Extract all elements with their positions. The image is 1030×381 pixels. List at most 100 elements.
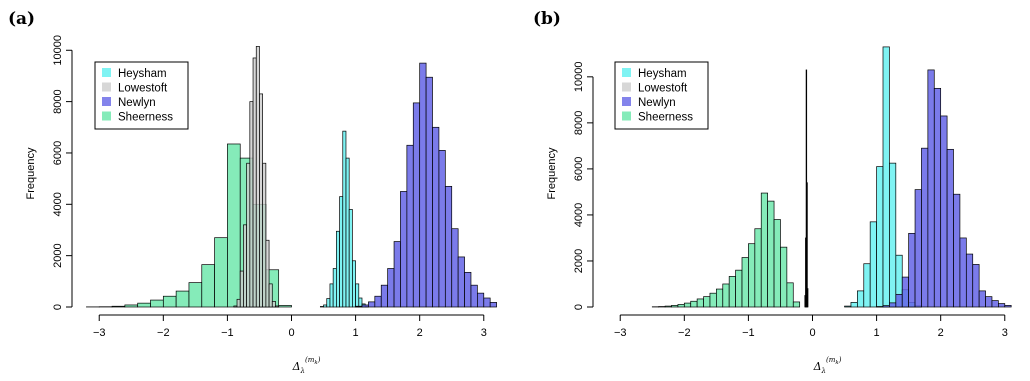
histogram-bar-sheerness <box>754 228 762 308</box>
histogram-bar-heysham <box>876 166 884 308</box>
y-tick-label: 6000 <box>52 141 64 165</box>
histogram-bar-sheerness <box>792 301 801 308</box>
x-tick-label: 3 <box>481 327 487 339</box>
legend-swatch <box>102 111 111 121</box>
histogram-bar-newlyn <box>895 293 903 308</box>
histogram-bar-sheerness <box>150 299 164 308</box>
histogram-bar-sheerness <box>278 305 292 308</box>
legend-swatch <box>622 97 631 106</box>
histogram-bar-heysham <box>319 306 324 308</box>
histogram-bar-newlyn <box>412 102 421 308</box>
x-axis: −3 −2 −1 0 1 2 3 <box>93 314 487 339</box>
histogram-bar-newlyn <box>965 253 974 308</box>
histogram-bar-heysham <box>358 297 363 308</box>
histogram-bar-heysham <box>329 283 334 308</box>
legend-label: Heysham <box>118 68 167 80</box>
x-tick-label: 3 <box>1002 327 1008 339</box>
histogram-bar-newlyn <box>901 276 909 308</box>
legend: Heysham Lowestoft Newlyn Sheerness <box>94 61 189 130</box>
y-axis: 0 2000 4000 6000 8000 10000 <box>573 62 594 310</box>
histogram-bar-heysham <box>323 304 328 308</box>
histogram-bar-lowestoft <box>239 270 244 308</box>
legend-label: Newlyn <box>118 97 156 109</box>
y-tick-label: 4000 <box>573 203 585 227</box>
histogram-bar-newlyn <box>978 290 986 308</box>
histogram-bar-heysham <box>352 260 356 308</box>
histogram-bar-sheerness <box>690 300 698 308</box>
histogram-bars <box>86 46 497 308</box>
y-tick-label: 8000 <box>52 89 64 113</box>
histogram-bar-sheerness <box>227 143 241 308</box>
legend-label: Lowestoft <box>638 83 688 95</box>
panel-a: (a) −3 −2 −1 0 1 2 3 Δλ(mk) 0 2000 4000 6000 8000 1000… <box>8 9 497 375</box>
y-tick-label: 0 <box>573 304 585 310</box>
histogram-bar-heysham <box>863 263 871 308</box>
x-axis: −3 −2 −1 0 1 2 3 <box>614 314 1008 339</box>
x-tick-label: −3 <box>614 327 627 339</box>
legend: Heysham Lowestoft Newlyn Sheerness <box>614 61 709 130</box>
histogram-bar-sheerness <box>124 304 139 308</box>
histogram-bar-sheerness <box>677 304 685 308</box>
legend-swatch <box>622 111 631 121</box>
histogram-bar-newlyn <box>432 126 440 308</box>
histogram-bar-newlyn <box>985 296 993 308</box>
histogram-bar-sheerness <box>760 192 768 308</box>
histogram-bar-newlyn <box>489 302 497 308</box>
histogram-bar-newlyn <box>959 237 967 308</box>
histogram-bar-newlyn <box>361 304 369 308</box>
x-axis-title: Δλ(mk) <box>813 356 842 375</box>
histogram-bar-sheerness <box>735 269 743 308</box>
histogram-bar-newlyn <box>914 189 922 308</box>
x-tick-label: 1 <box>353 327 359 339</box>
legend-swatch <box>102 68 111 77</box>
histogram-bar-lowestoft <box>243 224 247 308</box>
y-tick-label: 2000 <box>52 243 64 267</box>
histogram-bar-newlyn <box>457 256 465 308</box>
histogram-bar-heysham <box>339 196 344 308</box>
histogram-bar-lowestoft <box>259 93 264 308</box>
legend-swatch <box>622 82 631 92</box>
histogram-bar-sheerness <box>137 302 151 308</box>
histogram-bar-lowestoft <box>807 288 809 308</box>
x-tick-label: −1 <box>221 327 234 339</box>
histogram-bar-heysham <box>882 46 890 308</box>
panel-b: (b) −3 −2 −1 0 1 2 3 Δλ(mk) 0 2000 4000 6000 8000 1000… <box>533 9 1012 375</box>
histogram-bar-sheerness <box>728 276 736 308</box>
histogram-bar-newlyn <box>972 264 980 308</box>
y-tick-label: 2000 <box>573 249 585 273</box>
histogram-bar-newlyn <box>464 271 472 308</box>
histogram-bar-newlyn <box>483 297 491 308</box>
histogram-bar-lowestoft <box>236 298 241 308</box>
histogram-bar-heysham <box>857 290 865 308</box>
histogram-bar-lowestoft <box>271 301 276 308</box>
y-tick-label: 10000 <box>52 35 64 66</box>
histogram-bar-lowestoft <box>262 162 267 308</box>
histogram-bar-sheerness <box>767 200 775 308</box>
histogram-bar-newlyn <box>946 148 954 308</box>
histogram-bar-newlyn <box>927 69 935 308</box>
histogram-bar-lowestoft <box>252 57 257 308</box>
histogram-bar-newlyn <box>368 301 376 308</box>
x-tick-label: 2 <box>417 327 423 339</box>
histogram-bar-newlyn <box>400 191 408 308</box>
legend-swatch <box>102 97 111 106</box>
histogram-bar-heysham <box>869 221 877 308</box>
histogram-bar-heysham <box>355 283 360 308</box>
histogram-bar-newlyn <box>438 150 446 308</box>
histogram-bar-heysham <box>326 298 331 308</box>
x-tick-label: −2 <box>678 327 691 339</box>
histogram-bar-heysham <box>345 157 350 308</box>
y-axis: 0 2000 4000 6000 8000 10000 <box>52 35 73 310</box>
legend-swatch <box>622 68 631 77</box>
histogram-bar-newlyn <box>355 305 363 308</box>
panel-label: (b) <box>533 9 561 29</box>
histogram-bar-newlyn <box>374 295 382 308</box>
y-axis-title: Frequency <box>546 147 558 199</box>
y-tick-label: 4000 <box>52 192 64 216</box>
histogram-bar-heysham <box>850 302 858 308</box>
histogram-bar-sheerness <box>162 295 177 308</box>
histogram-bar-lowestoft <box>275 305 280 308</box>
histogram-bar-newlyn <box>387 268 395 308</box>
legend-label: Sheerness <box>638 112 693 124</box>
